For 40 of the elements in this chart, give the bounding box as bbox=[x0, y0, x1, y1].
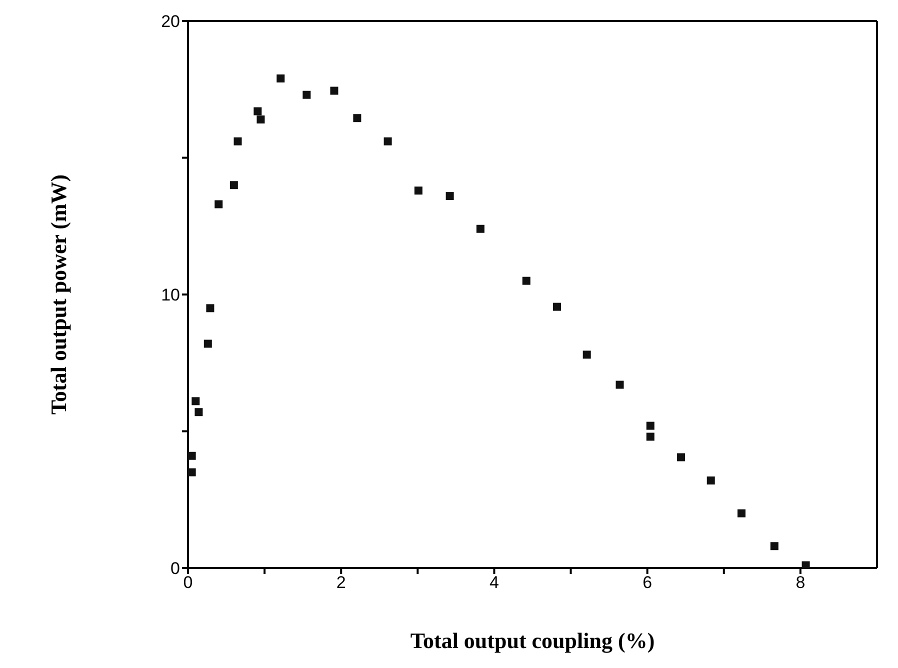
x-tick-label: 4 bbox=[489, 573, 499, 592]
point bbox=[384, 137, 392, 146]
y-tick-label: 10 bbox=[161, 286, 180, 305]
x-tick-label: 0 bbox=[183, 573, 193, 592]
point bbox=[214, 200, 223, 208]
point bbox=[737, 509, 746, 518]
point bbox=[553, 302, 561, 311]
y-tick-label: 20 bbox=[161, 12, 180, 32]
point bbox=[414, 186, 422, 195]
point bbox=[770, 542, 778, 550]
point bbox=[802, 561, 810, 568]
point bbox=[230, 181, 238, 190]
point bbox=[254, 107, 262, 116]
point bbox=[522, 276, 530, 285]
point bbox=[192, 397, 200, 406]
point bbox=[234, 137, 242, 146]
point bbox=[188, 468, 196, 476]
y-tick-label: 0 bbox=[170, 559, 180, 578]
x-tick-label: 2 bbox=[336, 573, 346, 592]
point bbox=[276, 74, 285, 82]
point bbox=[706, 476, 715, 484]
point bbox=[256, 115, 265, 124]
point bbox=[582, 350, 591, 359]
point bbox=[646, 432, 654, 441]
x-tick-label: 8 bbox=[796, 573, 806, 592]
point bbox=[206, 304, 214, 312]
point bbox=[188, 452, 196, 460]
point bbox=[446, 192, 454, 200]
x-tick-label: 6 bbox=[642, 573, 652, 592]
y-axis-title: Total output power (mW) bbox=[46, 174, 71, 415]
x-axis-title: Total output coupling (%) bbox=[410, 628, 655, 653]
point bbox=[677, 453, 686, 462]
point bbox=[353, 114, 362, 122]
point bbox=[330, 86, 338, 95]
point bbox=[476, 224, 484, 233]
point bbox=[204, 340, 212, 348]
point bbox=[302, 90, 311, 99]
point bbox=[646, 422, 654, 430]
point bbox=[194, 408, 203, 416]
point bbox=[616, 380, 624, 389]
